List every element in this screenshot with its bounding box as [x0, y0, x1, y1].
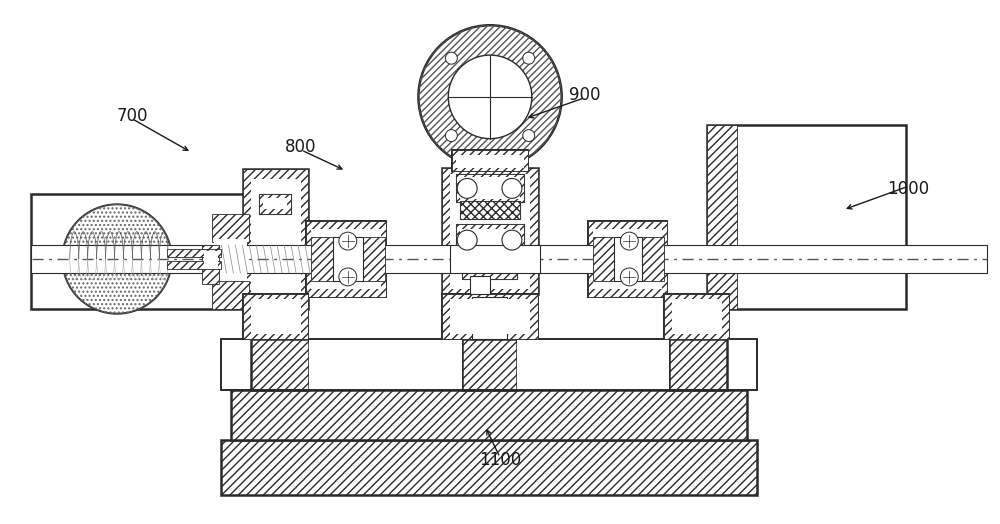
Bar	[460, 178, 520, 199]
Bar	[450, 299, 530, 334]
Bar	[460, 201, 520, 219]
Bar	[204, 251, 218, 269]
Bar	[31, 194, 249, 309]
Bar	[306, 221, 386, 297]
Bar	[167, 249, 221, 269]
Bar	[309, 339, 462, 390]
Text: 900: 900	[569, 86, 600, 104]
Bar	[251, 179, 301, 299]
Bar	[456, 174, 524, 202]
Bar	[664, 294, 729, 339]
Bar	[452, 149, 528, 171]
Bar	[707, 125, 906, 309]
Circle shape	[502, 230, 522, 250]
Bar	[456, 224, 524, 254]
Bar	[221, 339, 757, 390]
Bar	[642, 237, 664, 281]
Bar	[588, 221, 667, 297]
Bar	[214, 239, 247, 281]
Bar	[251, 339, 309, 390]
Bar	[452, 149, 528, 171]
Bar	[741, 133, 900, 302]
Bar	[442, 169, 538, 294]
Bar	[669, 339, 727, 390]
Bar	[259, 194, 291, 214]
Circle shape	[339, 232, 357, 250]
Bar	[202, 245, 219, 272]
Bar	[363, 237, 385, 281]
Bar	[243, 169, 308, 309]
Bar	[456, 155, 524, 169]
Text: 700: 700	[116, 107, 148, 125]
Bar	[31, 245, 987, 273]
Bar	[212, 281, 249, 309]
Circle shape	[620, 232, 638, 250]
Bar	[202, 257, 219, 284]
Bar	[259, 194, 291, 214]
Bar	[614, 237, 642, 281]
Circle shape	[418, 25, 562, 169]
Bar	[470, 276, 490, 294]
Circle shape	[620, 268, 638, 286]
Circle shape	[457, 230, 477, 250]
Bar	[462, 339, 517, 390]
Bar	[462, 257, 517, 279]
Circle shape	[445, 52, 457, 64]
Circle shape	[445, 129, 457, 141]
Bar	[442, 169, 538, 294]
Bar	[707, 125, 737, 309]
Bar	[251, 299, 301, 334]
Bar	[306, 221, 386, 297]
Text: 1000: 1000	[887, 180, 929, 198]
Bar	[593, 229, 662, 289]
Bar	[243, 169, 308, 309]
Circle shape	[448, 55, 532, 139]
Bar	[311, 237, 333, 281]
Bar	[450, 245, 540, 273]
Bar	[450, 174, 530, 289]
Bar	[456, 224, 524, 254]
Circle shape	[339, 268, 357, 286]
Text: 1100: 1100	[479, 451, 521, 469]
Bar	[231, 390, 747, 440]
Bar	[588, 221, 667, 297]
Bar	[593, 237, 614, 281]
Bar	[243, 294, 308, 339]
Bar	[664, 294, 729, 339]
Bar	[333, 237, 363, 281]
Bar	[212, 214, 249, 242]
Circle shape	[62, 204, 172, 314]
Circle shape	[523, 129, 535, 141]
Bar	[456, 174, 524, 202]
Bar	[311, 229, 381, 289]
Bar	[672, 299, 722, 334]
Bar	[472, 297, 507, 339]
Bar	[460, 201, 520, 219]
Circle shape	[523, 52, 535, 64]
Bar	[442, 294, 538, 339]
Bar	[442, 294, 538, 339]
Bar	[167, 249, 221, 257]
Circle shape	[502, 179, 522, 199]
Bar	[460, 229, 520, 251]
Bar	[462, 257, 517, 279]
Circle shape	[457, 179, 477, 199]
Bar	[263, 199, 287, 209]
Bar	[167, 261, 221, 269]
Text: 800: 800	[285, 138, 317, 156]
Bar	[517, 339, 669, 390]
Bar	[243, 294, 308, 339]
Bar	[221, 440, 757, 495]
